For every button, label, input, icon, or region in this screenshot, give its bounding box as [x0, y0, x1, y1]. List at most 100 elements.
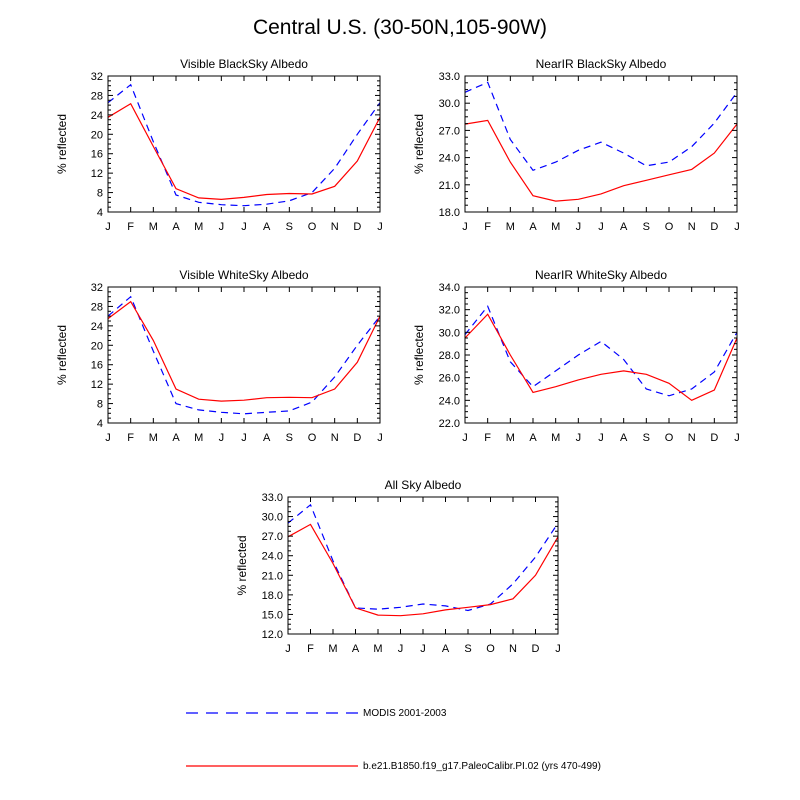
- x-tick-label: J: [734, 221, 740, 233]
- x-tick-label: M: [506, 432, 515, 444]
- x-tick-label: N: [688, 432, 696, 444]
- x-tick-label: S: [286, 432, 293, 444]
- y-tick-label: 24.0: [439, 153, 460, 165]
- x-tick-label: A: [263, 221, 271, 233]
- chart-panel-1: Visible BlackSky Albedo % reflected J F M A M J…: [55, 57, 383, 233]
- x-tick-label: J: [219, 432, 225, 444]
- y-tick-label: 16: [91, 149, 103, 161]
- x-tick-label: D: [353, 221, 361, 233]
- x-tick-label: M: [551, 221, 560, 233]
- legend-label-modis: MODIS 2001-2003: [363, 708, 447, 719]
- x-tick-label: J: [105, 432, 111, 444]
- chart-panel-2: NearIR BlackSky Albedo % reflected J F M A M J J…: [412, 57, 740, 233]
- y-tick-label: 21.0: [262, 570, 283, 582]
- x-tick-label: S: [464, 643, 471, 655]
- series-line-model: [107, 102, 381, 201]
- x-tick-label: J: [576, 432, 582, 444]
- legend-lines: [186, 712, 358, 767]
- x-tick-label: N: [509, 643, 517, 655]
- x-tick-label: A: [172, 432, 180, 444]
- x-tick-label: F: [484, 432, 491, 444]
- series-line-modis: [464, 81, 738, 172]
- plot-frame: [107, 75, 381, 213]
- chart-title: NearIR BlackSky Albedo: [536, 57, 667, 71]
- page-title: Central U.S. (30-50N,105-90W): [252, 16, 548, 39]
- x-tick-label: M: [551, 432, 560, 444]
- x-tick-label: J: [377, 221, 383, 233]
- x-tick-label: F: [127, 432, 134, 444]
- x-tick-label: F: [484, 221, 491, 233]
- y-tick-label: 22.0: [439, 418, 460, 430]
- y-tick-label: 30.0: [439, 327, 460, 339]
- series-line-model: [287, 523, 559, 617]
- plot-frame: [464, 286, 738, 424]
- y-tick-label: 32: [91, 71, 103, 83]
- y-tick-label: 16: [91, 360, 103, 372]
- y-tick-label: 12: [91, 168, 103, 180]
- x-tick-label: A: [529, 221, 537, 233]
- y-tick-label: 18.0: [262, 590, 283, 602]
- x-tick-label: A: [620, 432, 628, 444]
- series-line-modis: [107, 295, 381, 415]
- y-tick-label: 24: [91, 110, 103, 122]
- x-tick-label: A: [172, 221, 180, 233]
- y-tick-label: 8: [97, 399, 103, 411]
- y-tick-label: 20: [91, 340, 103, 352]
- y-tick-label: 32.0: [439, 305, 460, 317]
- y-tick-label: 18.0: [439, 207, 460, 219]
- y-tick-label: 12: [91, 379, 103, 391]
- plots-group: Visible BlackSky Albedo % reflected J F M A M J…: [55, 57, 740, 655]
- series-line-modis: [464, 305, 738, 397]
- x-tick-label: J: [241, 221, 247, 233]
- x-tick-label: J: [105, 221, 111, 233]
- y-axis-label: % reflected: [412, 325, 426, 385]
- x-tick-label: J: [576, 221, 582, 233]
- series-line-modis: [287, 503, 559, 612]
- series-line-model: [464, 119, 738, 202]
- x-tick-label: J: [241, 432, 247, 444]
- series-line-modis: [107, 83, 381, 207]
- x-tick-label: J: [555, 643, 561, 655]
- x-tick-label: J: [598, 221, 604, 233]
- y-tick-label: 28: [91, 90, 103, 102]
- x-tick-label: O: [486, 643, 495, 655]
- y-tick-label: 15.0: [262, 609, 283, 621]
- x-tick-label: J: [398, 643, 404, 655]
- x-tick-label: F: [127, 221, 134, 233]
- x-tick-label: M: [149, 432, 158, 444]
- y-tick-label: 4: [97, 418, 103, 430]
- x-tick-label: J: [219, 221, 225, 233]
- x-tick-label: J: [420, 643, 426, 655]
- chart-title: Visible BlackSky Albedo: [180, 57, 308, 71]
- x-tick-label: S: [286, 221, 293, 233]
- y-tick-label: 26.0: [439, 373, 460, 385]
- y-tick-label: 8: [97, 188, 103, 200]
- y-tick-label: 33.0: [262, 492, 283, 504]
- chart-panel-4: NearIR WhiteSky Albedo % reflected J F M A M J J…: [412, 268, 740, 444]
- y-tick-label: 4: [97, 207, 103, 219]
- series-line-model: [107, 300, 381, 402]
- x-tick-label: J: [285, 643, 291, 655]
- x-tick-label: J: [377, 432, 383, 444]
- y-axis-label: % reflected: [55, 114, 69, 174]
- y-tick-label: 24.0: [439, 395, 460, 407]
- x-tick-label: O: [308, 432, 317, 444]
- x-tick-label: M: [328, 643, 337, 655]
- chart-title: All Sky Albedo: [385, 478, 462, 492]
- y-axis-label: % reflected: [55, 325, 69, 385]
- x-tick-label: J: [462, 221, 468, 233]
- x-tick-label: S: [643, 221, 650, 233]
- x-tick-label: M: [194, 221, 203, 233]
- x-tick-label: A: [442, 643, 450, 655]
- x-tick-label: D: [353, 432, 361, 444]
- y-tick-label: 30.0: [439, 98, 460, 110]
- y-tick-label: 34.0: [439, 282, 460, 294]
- y-tick-label: 28.0: [439, 350, 460, 362]
- y-tick-label: 20: [91, 129, 103, 141]
- series-line-model: [464, 313, 738, 401]
- y-axis-label: % reflected: [235, 535, 249, 595]
- x-tick-label: J: [734, 432, 740, 444]
- x-tick-label: O: [665, 221, 674, 233]
